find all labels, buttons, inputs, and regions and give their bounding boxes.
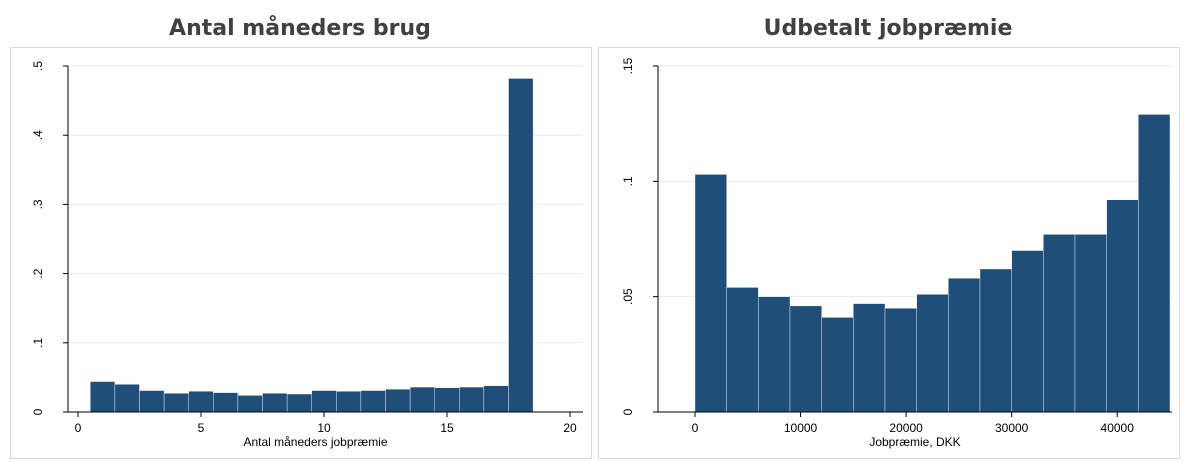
amount-bar: [694, 174, 727, 413]
amount-bar: [1138, 114, 1171, 413]
months-bar: [483, 385, 509, 413]
months-bar: [434, 387, 460, 413]
chart-title-right: Udbetalt jobpræmie: [763, 16, 1013, 41]
amount-bar: [1011, 250, 1044, 413]
months-x-tick-label: 10: [317, 421, 331, 435]
amount-x-tick-label: 40000: [1101, 421, 1135, 435]
amount-bar: [789, 305, 822, 413]
amount-bar: [853, 303, 886, 413]
chart-title-left: Antal måneders brug: [169, 16, 431, 41]
amount-y-tick-label: 0: [621, 408, 635, 415]
months-x-axis-title: Antal måneders jobpræmie: [243, 435, 387, 449]
months-y-tick-label: 0: [31, 408, 45, 415]
amount-bar: [758, 296, 791, 413]
amount-y-tick-label: .05: [621, 288, 635, 305]
months-y-tick-label: .5: [31, 61, 45, 71]
amount-bar: [726, 287, 759, 413]
months-y-tick-label: .3: [31, 199, 45, 209]
amount-bar: [1106, 199, 1139, 413]
months-bar: [114, 384, 140, 413]
months-x-tick-label: 5: [198, 421, 205, 435]
amount-bar: [979, 268, 1012, 413]
amount-bar: [884, 308, 917, 413]
amount-bar: [916, 294, 949, 413]
months-bar: [459, 386, 485, 413]
months-bar: [508, 78, 534, 413]
months-y-tick-label: .2: [31, 268, 45, 278]
amount-x-tick-label: 20000: [889, 421, 923, 435]
amount-bar: [948, 278, 981, 413]
months-x-tick-label: 0: [75, 421, 82, 435]
months-y-tick-label: .4: [31, 130, 45, 140]
amount-y-tick-label: .15: [621, 57, 635, 74]
amount-bar: [821, 317, 854, 413]
amount-x-tick-label: 0: [692, 421, 699, 435]
months-x-tick-label: 15: [440, 421, 454, 435]
amount-x-tick-label: 30000: [995, 421, 1029, 435]
months-y-tick-label: .1: [31, 337, 45, 347]
amount-x-axis-title: Jobpræmie, DKK: [869, 435, 960, 449]
months-x-tick-label: 20: [563, 421, 577, 435]
amount-y-tick-label: .1: [621, 176, 635, 186]
amount-bar: [1074, 234, 1107, 413]
amount-x-tick-label: 10000: [784, 421, 818, 435]
amount-bar: [1043, 234, 1076, 413]
